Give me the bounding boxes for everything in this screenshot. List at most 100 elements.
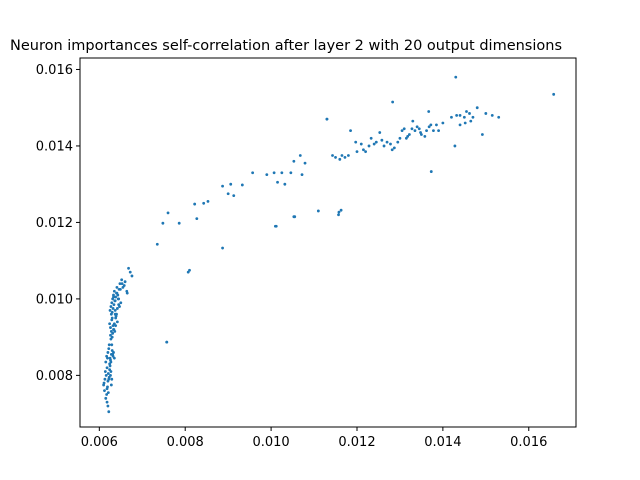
data-point (367, 144, 371, 148)
y-tick-label: 0.008 (36, 369, 73, 384)
data-point (425, 129, 428, 133)
data-point (111, 307, 115, 310)
data-point (123, 280, 127, 284)
data-point (292, 215, 296, 219)
x-tick-label: 0.012 (338, 435, 375, 450)
chart-title: Neuron importances self-correlation afte… (10, 38, 562, 54)
data-point (435, 123, 438, 127)
x-tick-label: 0.008 (167, 435, 204, 450)
data-point (450, 115, 453, 119)
data-point (391, 100, 395, 104)
data-point (107, 343, 111, 347)
data-point (400, 129, 404, 133)
data-point (349, 129, 352, 133)
data-point (441, 121, 445, 125)
data-point (165, 340, 169, 344)
data-point (429, 123, 433, 127)
data-point (117, 303, 121, 307)
data-point (193, 202, 197, 206)
data-point (108, 356, 112, 360)
data-point (107, 410, 111, 414)
data-point (105, 393, 109, 396)
data-point (331, 154, 334, 157)
data-point (112, 356, 116, 360)
data-point (316, 209, 320, 213)
data-point (118, 287, 122, 291)
data-point (289, 171, 293, 175)
data-point (106, 404, 110, 408)
data-point (390, 148, 394, 152)
y-tick-label: 0.010 (36, 292, 73, 307)
data-point (419, 131, 422, 134)
data-point (108, 322, 112, 326)
data-point (112, 289, 116, 293)
data-point (115, 307, 119, 310)
data-point (110, 343, 114, 347)
data-point (462, 115, 466, 119)
data-point (177, 221, 181, 225)
data-point (411, 119, 415, 123)
data-point (107, 347, 111, 351)
data-point (104, 396, 108, 400)
data-point (468, 112, 471, 115)
data-point (338, 157, 342, 161)
data-points (102, 75, 556, 414)
data-point (415, 125, 419, 129)
data-point (334, 156, 337, 159)
data-point (423, 134, 427, 138)
data-point (107, 377, 111, 381)
data-point (337, 210, 341, 214)
x-tick-label: 0.006 (81, 435, 118, 450)
data-point (385, 140, 389, 144)
data-point (298, 154, 302, 157)
data-point (407, 133, 411, 136)
data-point (202, 201, 206, 205)
data-point (102, 381, 106, 385)
data-point (455, 113, 459, 117)
data-point (343, 156, 347, 159)
data-point (105, 354, 109, 358)
data-point (469, 119, 473, 123)
data-point (325, 117, 329, 121)
data-point (272, 171, 276, 175)
data-point (463, 121, 467, 125)
data-point (105, 400, 109, 404)
data-point (127, 266, 130, 270)
data-point (417, 127, 421, 131)
data-point (374, 140, 378, 144)
data-point (355, 150, 359, 154)
data-point (364, 150, 367, 154)
data-point (382, 144, 386, 148)
data-point (113, 299, 117, 303)
data-point (109, 373, 112, 377)
data-point (480, 133, 484, 136)
data-point (276, 180, 279, 184)
data-point (112, 328, 115, 331)
data-point (112, 303, 116, 307)
data-point (104, 360, 108, 364)
data-point (458, 113, 462, 117)
data-point (120, 282, 124, 286)
data-point (378, 131, 382, 134)
data-point (115, 291, 119, 295)
y-tick-label: 0.014 (36, 139, 73, 154)
data-point (354, 140, 358, 144)
data-point (117, 297, 121, 301)
data-point (337, 213, 340, 217)
y-axis: 0.008 0.010 0.012 0.014 0.016 (36, 63, 80, 384)
data-point (106, 351, 110, 354)
data-point (112, 295, 115, 299)
data-point (110, 316, 114, 320)
data-point (229, 182, 233, 186)
data-point (130, 274, 134, 278)
data-point (155, 242, 159, 246)
data-point (120, 278, 124, 282)
data-point (359, 142, 363, 146)
data-point (398, 136, 402, 140)
data-point (109, 383, 113, 387)
x-tick-label: 0.016 (510, 435, 547, 450)
data-point (109, 305, 113, 308)
data-point (283, 182, 287, 186)
data-point (404, 136, 408, 140)
data-point (240, 183, 244, 187)
